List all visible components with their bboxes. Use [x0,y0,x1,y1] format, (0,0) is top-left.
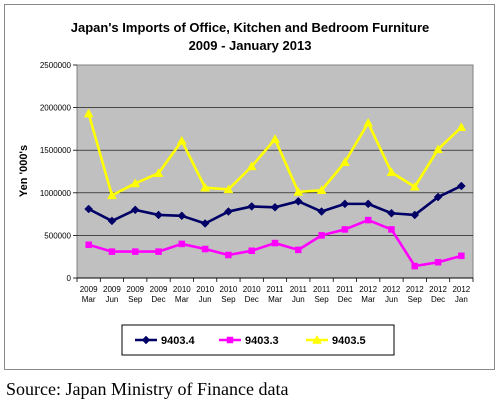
data-point [295,246,302,254]
line-chart: Japan's Imports of Office, Kitchen and B… [18,20,474,356]
data-point [200,182,211,192]
x-tick-label: 2011 Jun [290,285,308,304]
data-point [107,190,117,200]
data-point [246,161,257,171]
data-point [271,239,279,247]
data-point [434,258,442,266]
data-point [130,178,141,188]
x-tick-label: 2012 Dec [429,285,447,304]
data-point [363,199,373,209]
data-point [339,157,350,166]
data-point [178,240,186,248]
data-point [409,181,420,191]
data-point [223,184,234,194]
data-point [458,252,465,260]
data-point [433,144,443,154]
chart-frame: Japan's Imports of Office, Kitchen and B… [4,4,495,370]
series-9403.4 [84,181,466,228]
x-tick-label: 2010 Mar [173,285,191,304]
data-point [248,247,255,254]
x-tick-label: 2012 Jun [383,285,401,304]
x-tick-label: 2009 Mar [80,285,98,304]
x-tick-label: 2009 Jun [103,285,121,304]
data-point [387,208,396,218]
data-point [247,202,257,211]
data-point [341,226,349,233]
x-tick-label: 2012 Jan [452,285,470,304]
data-point [433,192,443,202]
x-axis: 2009 Mar 2009 Jun 2009 Sep 2009 Dec 2010 Mar 2010 J… [76,277,474,304]
legend-item: 9403.3 [219,335,279,347]
data-point [363,117,374,127]
legend-items: 9403.4 9403.3 9403.5 [135,334,366,347]
data-point [456,122,467,131]
y-tick-label: 2000000 [40,104,72,113]
data-point [201,245,209,253]
legend-item: 9403.4 [135,335,196,347]
data-point [84,204,94,214]
data-point [318,232,325,239]
data-point [85,241,92,249]
legend-marker [312,334,322,344]
data-point [388,226,395,233]
y-tick-label: 1500000 [40,146,72,155]
x-tick-label: 2011 Mar [266,285,284,304]
data-point [270,134,280,143]
legend [121,324,395,356]
data-point [340,199,350,209]
legend-marker [141,335,151,345]
data-point [224,207,233,216]
y-tick-label: 500000 [44,231,71,240]
x-tick-label: 2010 Dec [243,285,261,304]
legend-label: 9403.4 [161,335,196,347]
x-tick-label: 2009 Dec [150,285,168,304]
x-tick-label: 2011 Sep [313,285,331,304]
data-point [293,186,304,196]
x-tick-label: 2012 Sep [406,285,424,304]
y-tick-label: 1000000 [40,189,72,198]
data-point [317,207,326,216]
y-axis: 0 500000 1000000 1500000 2000000 2500000 [40,61,77,283]
series-group [83,108,467,270]
y-tick-label: 0 [67,274,72,283]
data-point [456,181,466,191]
data-point [364,216,372,224]
data-point [83,108,94,118]
x-tick-label: 2009 Sep [126,285,144,304]
data-point [270,202,280,212]
data-point [293,196,303,206]
chart-title: Japan's Imports of Office, Kitchen and B… [71,20,429,35]
data-point [386,167,397,177]
x-tick-label: 2012 Mar [359,285,377,304]
data-point [154,210,163,220]
data-point [177,211,187,221]
chart-subtitle: 2009 - January 2013 [189,38,312,53]
data-point [155,248,162,255]
data-point [153,168,164,177]
y-tick-label: 2500000 [40,61,72,70]
data-point [107,216,117,226]
legend-label: 9403.3 [245,335,279,347]
gridlines [77,107,473,236]
data-point [410,210,420,220]
data-point [200,219,210,228]
legend-item: 9403.5 [306,334,366,347]
legend-label: 9403.5 [332,335,366,347]
series-9403.3 [85,216,465,270]
x-tick-label: 2010 Sep [220,285,238,304]
data-point [130,205,140,215]
y-axis-label: Yen '000's [18,145,30,197]
x-tick-label: 2011 Dec [336,285,354,304]
legend-marker [226,336,234,344]
data-point [316,185,327,194]
data-point [131,248,139,255]
data-point [176,135,187,145]
series-9403.5 [83,108,467,200]
data-point [108,248,116,255]
data-point [225,251,232,259]
source-note: Source: Japan Ministry of Finance data [6,379,289,399]
x-tick-label: 2010 Jun [196,285,214,304]
data-point [411,262,419,270]
